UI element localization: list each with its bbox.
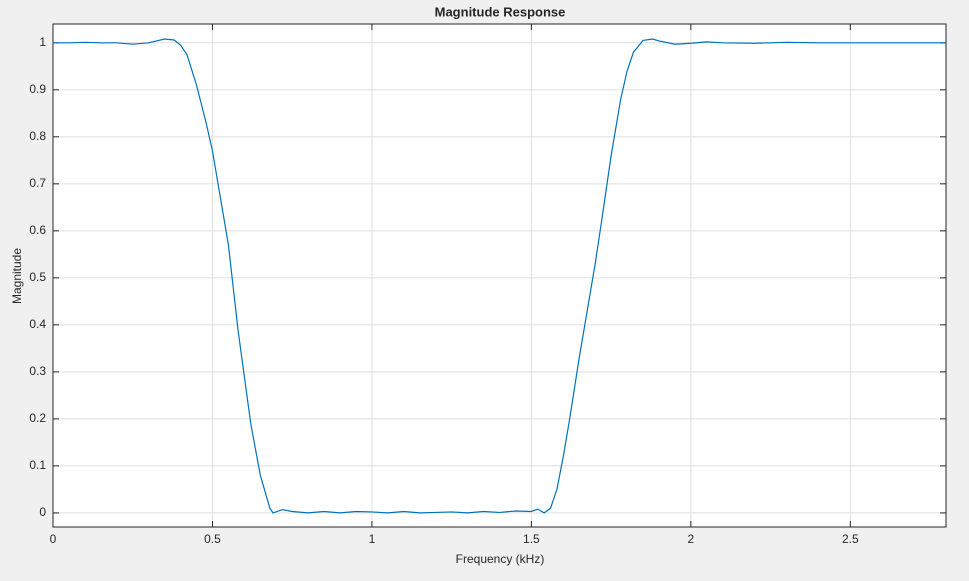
y-tick-label: 0.3 <box>29 364 46 378</box>
y-axis-label: Magnitude <box>10 248 24 304</box>
y-tick-label: 0.8 <box>29 129 46 143</box>
x-tick-label: 1 <box>369 532 376 546</box>
x-tick-label: 1.5 <box>523 532 540 546</box>
plot-border <box>52 23 947 528</box>
y-tick-label: 0.1 <box>29 458 46 472</box>
x-tick-label: 0.5 <box>204 532 221 546</box>
y-tick-label: 0 <box>39 505 46 519</box>
y-tick-label: 0.5 <box>29 270 46 284</box>
chart-title: Magnitude Response <box>435 4 566 19</box>
x-tick-label: 2.5 <box>842 532 859 546</box>
plot-area <box>53 24 946 527</box>
y-tick-label: 0.4 <box>29 317 46 331</box>
x-tick-label: 2 <box>688 532 695 546</box>
x-axis-label: Frequency (kHz) <box>456 552 545 566</box>
line-series <box>53 38 946 514</box>
y-tick-label: 0.9 <box>29 82 46 96</box>
x-tick-label: 0 <box>50 532 57 546</box>
y-tick-label: 1 <box>39 35 46 49</box>
y-tick-label: 0.6 <box>29 223 46 237</box>
y-tick-label: 0.2 <box>29 411 46 425</box>
y-tick-label: 0.7 <box>29 176 46 190</box>
